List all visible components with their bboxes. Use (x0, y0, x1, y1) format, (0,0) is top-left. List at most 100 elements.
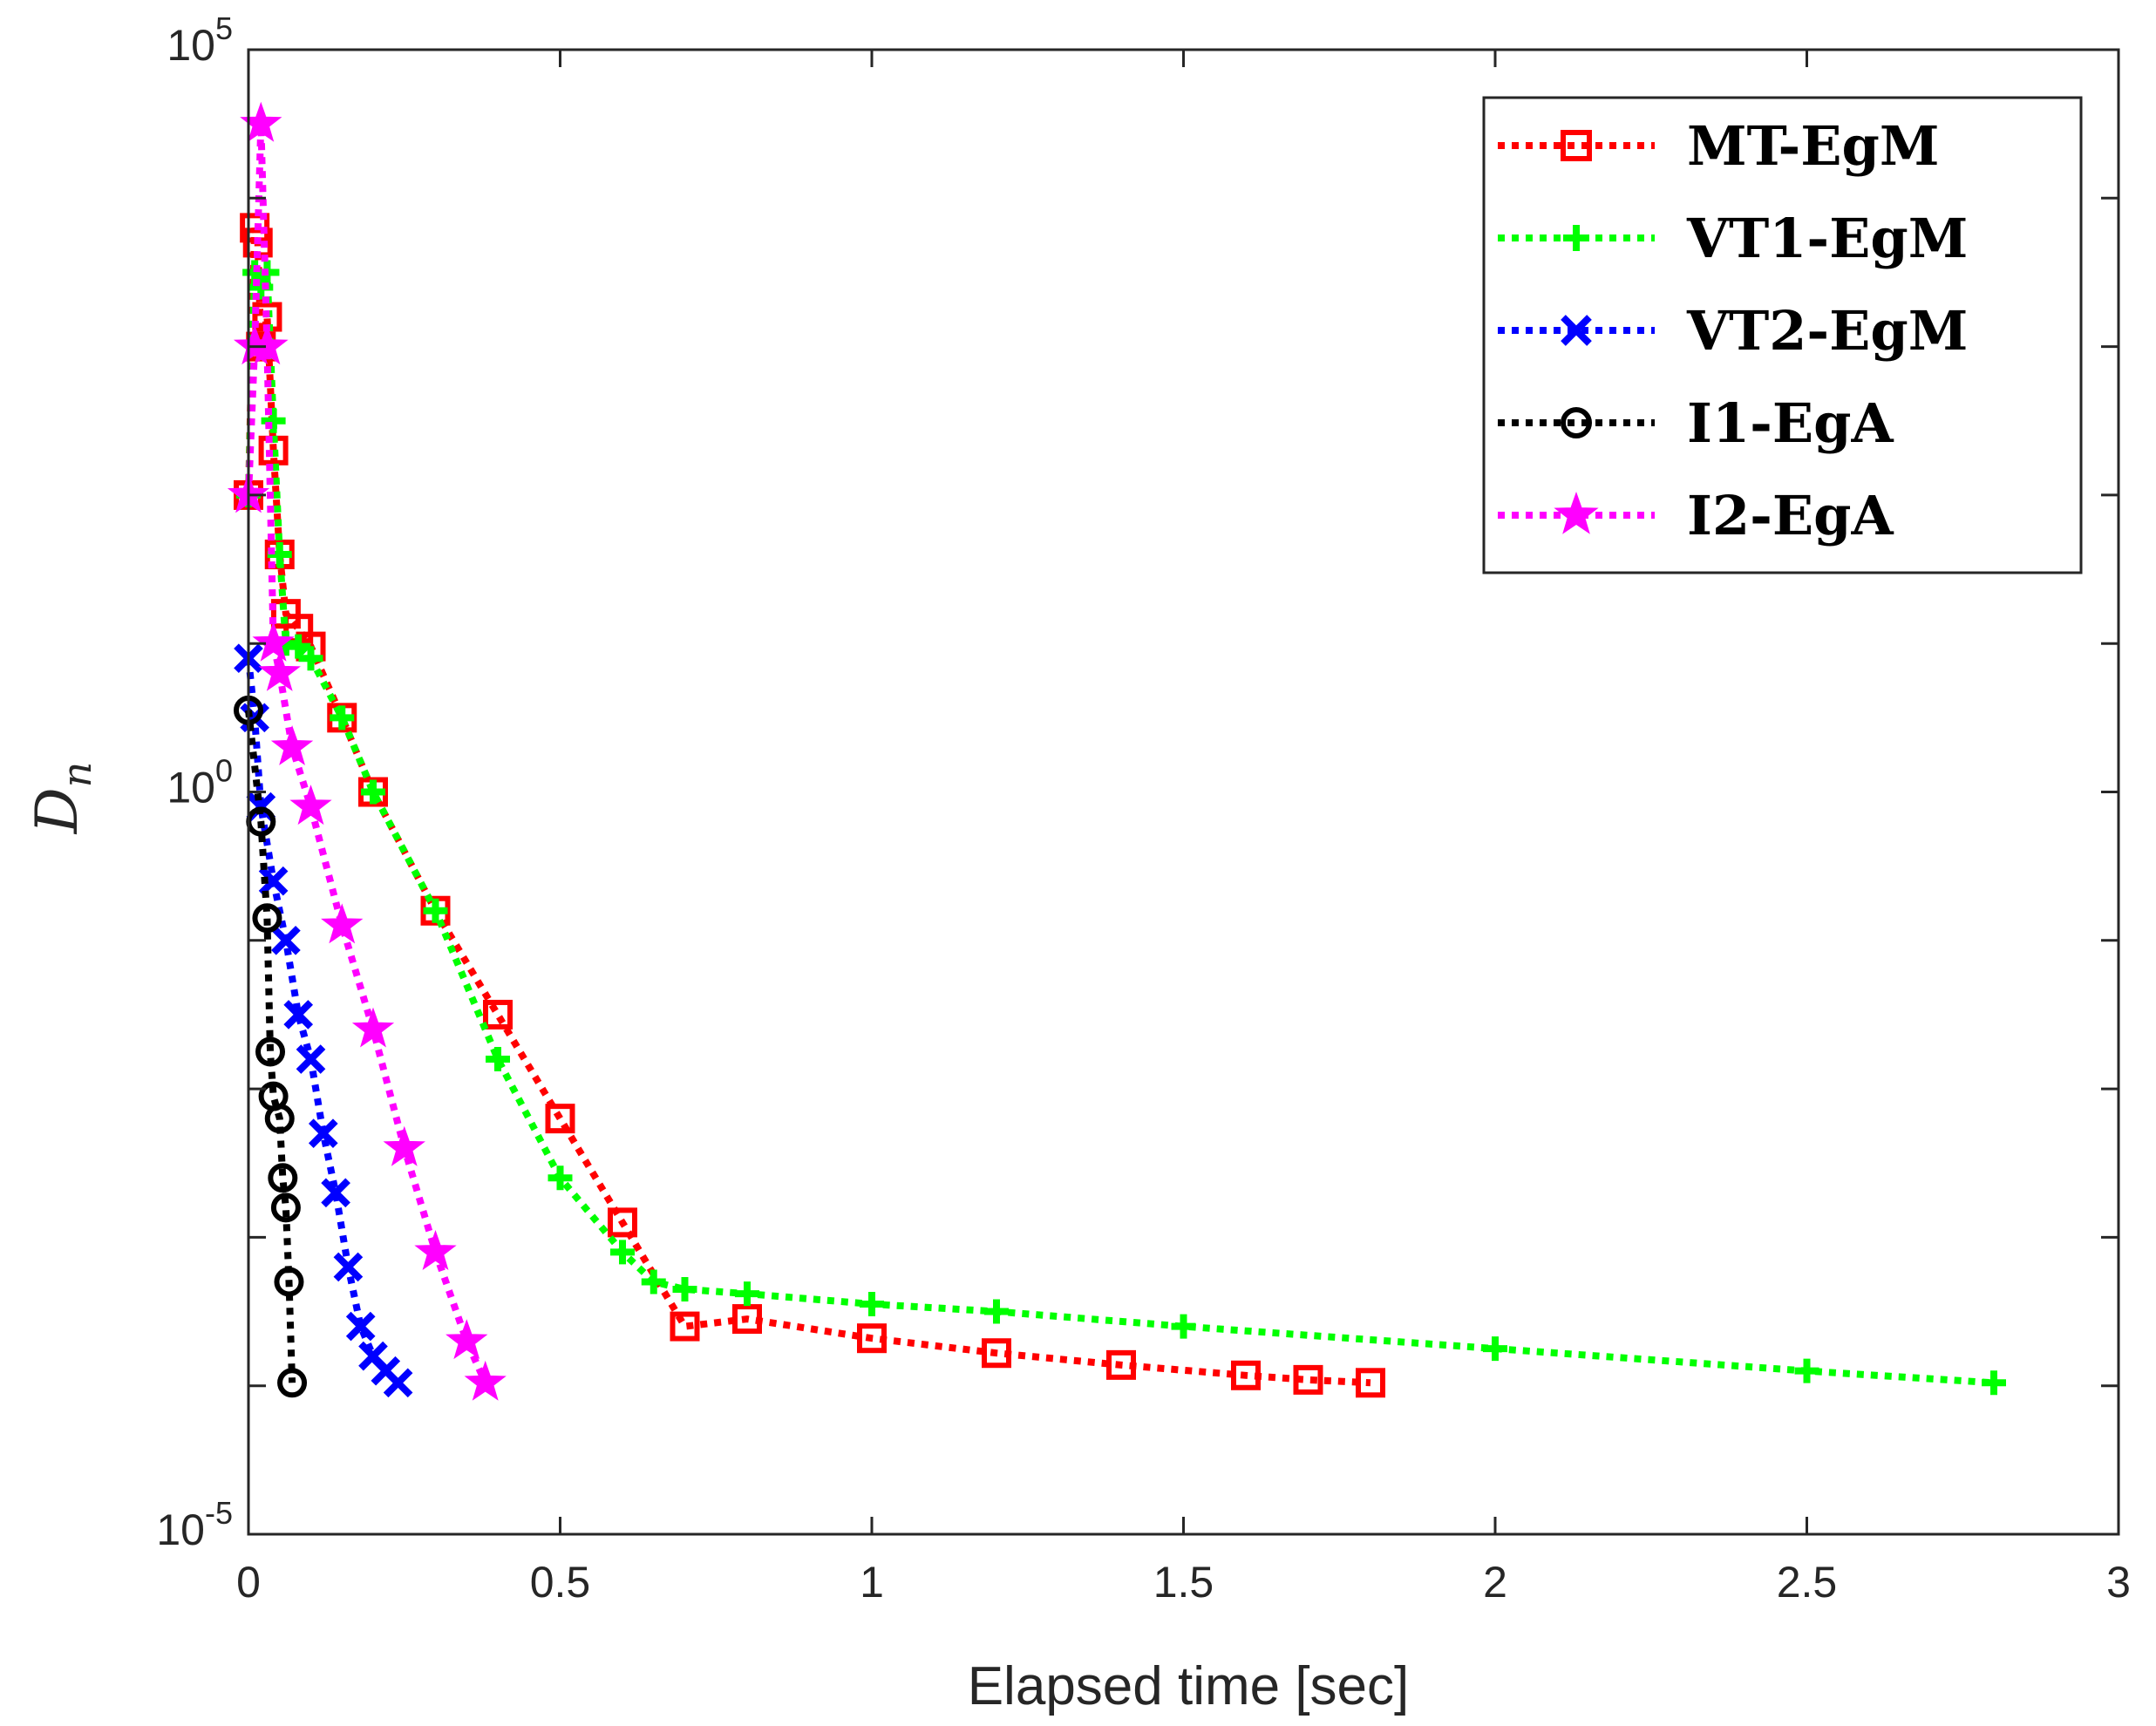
data-point (545, 1104, 575, 1134)
marker-plus (298, 646, 323, 671)
marker-x (283, 1000, 314, 1029)
data-point (735, 1281, 759, 1307)
marker-circle (270, 1193, 301, 1223)
y-axis-title-subscript: n (53, 762, 100, 788)
data-point (333, 1252, 364, 1282)
marker-x (1561, 315, 1592, 346)
marker-plus (361, 779, 385, 805)
legend-marker (1554, 492, 1599, 534)
data-point (258, 866, 289, 896)
y-tick-label-base: 10 (167, 764, 215, 812)
data-point (1293, 1364, 1323, 1395)
legend-label: VT1-EgM (1686, 207, 1968, 270)
data-point (264, 1104, 295, 1134)
data-point (361, 779, 385, 805)
legend-item-VT1-EgM: VT1-EgM (1498, 207, 1968, 270)
legend-label: VT2-EgM (1686, 299, 1968, 363)
marker-plus (1794, 1358, 1819, 1383)
marker-plus (1563, 225, 1589, 251)
x-tick-label: 3 (2106, 1558, 2131, 1607)
x-tick-label: 0 (236, 1558, 261, 1607)
series-layer (227, 101, 2006, 1401)
data-point (1171, 1314, 1196, 1339)
marker-star (246, 324, 289, 365)
marker-circle (277, 1368, 308, 1398)
legend-label: MT-EgM (1687, 114, 1939, 178)
marker-star (258, 650, 301, 691)
marker-star (445, 1319, 488, 1360)
legend-label: I1-EgA (1687, 391, 1894, 455)
legend-item-VT2-EgM: VT2-EgM (1498, 299, 1968, 363)
data-point (860, 1292, 884, 1317)
data-point (274, 1267, 304, 1297)
legend-item-I1-EgA: I1-EgA (1498, 391, 1894, 455)
data-point (383, 1125, 425, 1166)
marker-square (1106, 1349, 1136, 1380)
data-point (308, 1118, 338, 1149)
marker-star (464, 1360, 507, 1401)
marker-plus (735, 1281, 759, 1307)
data-point (298, 646, 323, 671)
data-point (608, 1207, 637, 1238)
marker-circle (1561, 407, 1592, 438)
data-point (1982, 1370, 2006, 1396)
marker-square (1231, 1360, 1261, 1390)
marker-square (1356, 1368, 1385, 1398)
data-point (414, 1229, 457, 1271)
marker-star (252, 621, 295, 662)
y-tick-label-exponent: -5 (205, 1495, 233, 1531)
data-point (1231, 1360, 1261, 1390)
marker-x (308, 1118, 338, 1149)
series-line (245, 124, 489, 1384)
legend-item-MT-EgM: MT-EgM (1498, 114, 1939, 178)
marker-square (1561, 130, 1592, 161)
y-tick-label-base: 10 (156, 1505, 205, 1554)
data-point (321, 1178, 350, 1208)
data-point (289, 785, 332, 826)
data-point (548, 1165, 573, 1191)
data-point (246, 324, 289, 365)
marker-plus (486, 1047, 510, 1072)
marker-plus (672, 1277, 697, 1302)
marker-plus (610, 1240, 635, 1265)
marker-star (1554, 492, 1599, 534)
data-point (296, 1044, 326, 1074)
data-point (330, 705, 355, 730)
data-point (464, 1360, 507, 1401)
data-point (248, 275, 274, 300)
marker-plus (641, 1269, 666, 1294)
marker-plus (423, 898, 448, 923)
series-I1-EgA (234, 695, 308, 1398)
marker-x (296, 1044, 326, 1074)
data-point (321, 903, 364, 944)
data-point (672, 1277, 697, 1302)
x-tick-label: 0.5 (530, 1558, 591, 1607)
marker-plus (286, 634, 311, 659)
data-point (286, 634, 311, 659)
marker-circle (268, 1163, 298, 1193)
data-point (240, 101, 282, 142)
data-point (252, 903, 282, 934)
data-point (277, 1368, 308, 1398)
data-point (1794, 1358, 1819, 1383)
marker-plus (860, 1292, 884, 1317)
y-tick-label-exponent: 0 (215, 753, 233, 789)
marker-star (351, 1007, 395, 1048)
data-point (268, 1163, 298, 1193)
data-point (486, 1047, 510, 1072)
series-line (245, 710, 296, 1383)
x-axis-title: Elapsed time [sec] (968, 1656, 1410, 1716)
legend-marker (1561, 315, 1592, 346)
data-point (1356, 1368, 1385, 1398)
data-point (984, 1299, 1009, 1324)
legend-item-I2-EgA: I2-EgA (1498, 484, 1894, 547)
y-axis-title: Dn (24, 762, 100, 835)
y-tick-label: 105 (167, 10, 233, 70)
data-point (732, 1304, 762, 1335)
data-point (982, 1338, 1011, 1369)
data-point (345, 1311, 376, 1342)
x-tick-label: 2.5 (1777, 1558, 1838, 1607)
x-tick-label: 2 (1483, 1558, 1507, 1607)
